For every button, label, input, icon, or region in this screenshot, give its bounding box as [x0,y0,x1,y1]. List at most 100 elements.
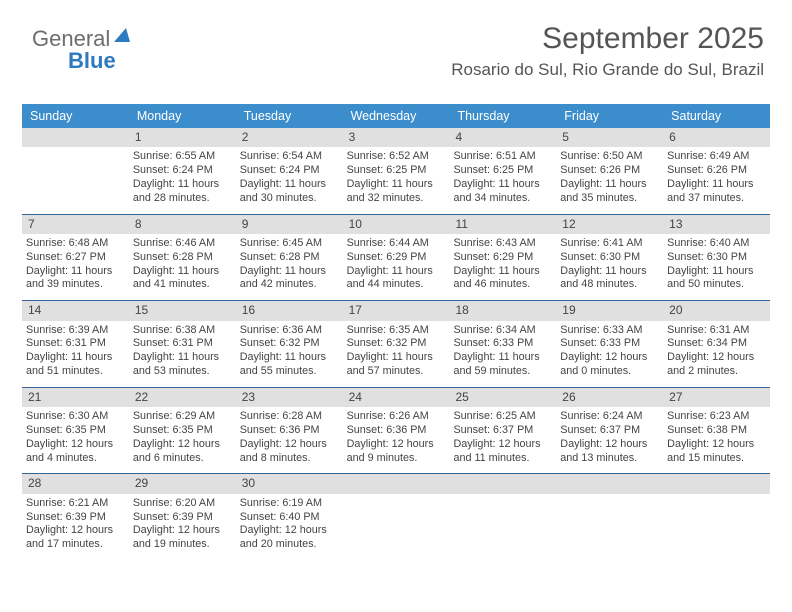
sunrise-line: Sunrise: 6:49 AM [667,150,766,164]
sunset-line: Sunset: 6:24 PM [133,164,232,178]
sunrise-line: Sunrise: 6:31 AM [667,324,766,338]
day-details: Sunrise: 6:54 AMSunset: 6:24 PMDaylight:… [236,147,343,213]
daylight-line: Daylight: 11 hours and 53 minutes. [133,351,232,379]
calendar-cell: 19Sunrise: 6:33 AMSunset: 6:33 PMDayligh… [556,301,663,388]
calendar-cell: 9Sunrise: 6:45 AMSunset: 6:28 PMDaylight… [236,215,343,302]
calendar-cell: 1Sunrise: 6:55 AMSunset: 6:24 PMDaylight… [129,128,236,215]
sunset-line: Sunset: 6:36 PM [347,424,446,438]
calendar-cell: 20Sunrise: 6:31 AMSunset: 6:34 PMDayligh… [663,301,770,388]
day-number: 17 [343,301,450,320]
calendar-cell: 16Sunrise: 6:36 AMSunset: 6:32 PMDayligh… [236,301,343,388]
brand-word-2: Blue [68,48,116,74]
day-details: Sunrise: 6:51 AMSunset: 6:25 PMDaylight:… [449,147,556,213]
daylight-line: Daylight: 12 hours and 9 minutes. [347,438,446,466]
calendar-cell: 24 Sunrise: 6:26 AMSunset: 6:36 PMDayligh… [343,388,450,475]
daylight-line: Daylight: 11 hours and 30 minutes. [240,178,339,206]
day-details: Sunrise: 6:29 AMSunset: 6:35 PMDaylight:… [129,407,236,473]
calendar-cell: 23Sunrise: 6:28 AMSunset: 6:36 PMDayligh… [236,388,343,475]
sunset-line: Sunset: 6:32 PM [347,337,446,351]
day-details: Sunrise: 6:52 AMSunset: 6:25 PMDaylight:… [343,147,450,213]
calendar-body: 1Sunrise: 6:55 AMSunset: 6:24 PMDaylight… [22,128,770,560]
daylight-line: Daylight: 12 hours and 6 minutes. [133,438,232,466]
calendar-cell: 10Sunrise: 6:44 AMSunset: 6:29 PMDayligh… [343,215,450,302]
day-details: Sunrise: 6:31 AMSunset: 6:34 PMDaylight:… [663,321,770,387]
month-title: September 2025 [451,22,764,56]
calendar-cell: 7Sunrise: 6:48 AMSunset: 6:27 PMDaylight… [22,215,129,302]
sunrise-line: Sunrise: 6:48 AM [26,237,125,251]
sunrise-line: Sunrise: 6:26 AM [347,410,446,424]
calendar-cell: 11Sunrise: 6:43 AMSunset: 6:29 PMDayligh… [449,215,556,302]
day-number [449,474,556,493]
daylight-line: Daylight: 12 hours and 11 minutes. [453,438,552,466]
sunrise-line: Sunrise: 6:34 AM [453,324,552,338]
daylight-line: Daylight: 11 hours and 32 minutes. [347,178,446,206]
day-details: Sunrise: 6:25 AMSunset: 6:37 PMDaylight:… [449,407,556,473]
weekday-header-row: Sunday Monday Tuesday Wednesday Thursday… [22,104,770,128]
day-number: 18 [449,301,556,320]
sunset-line: Sunset: 6:25 PM [347,164,446,178]
weekday-header: Wednesday [343,104,450,128]
sunrise-line: Sunrise: 6:51 AM [453,150,552,164]
calendar-cell: 28Sunrise: 6:21 AMSunset: 6:39 PMDayligh… [22,474,129,560]
day-number: 9 [236,215,343,234]
day-details [663,494,770,546]
calendar-cell [343,474,450,560]
day-number: 13 [663,215,770,234]
calendar-cell: 25Sunrise: 6:25 AMSunset: 6:37 PMDayligh… [449,388,556,475]
day-number: 6 [663,128,770,147]
sunset-line: Sunset: 6:35 PM [26,424,125,438]
day-number: 10 [343,215,450,234]
day-number: 1 [129,128,236,147]
calendar-cell: 12Sunrise: 6:41 AMSunset: 6:30 PMDayligh… [556,215,663,302]
calendar-cell: 22Sunrise: 6:29 AMSunset: 6:35 PMDayligh… [129,388,236,475]
weekday-header: Tuesday [236,104,343,128]
day-number: 11 [449,215,556,234]
sunrise-line: Sunrise: 6:44 AM [347,237,446,251]
sunrise-line: Sunrise: 6:43 AM [453,237,552,251]
day-number: 25 [449,388,556,407]
calendar-cell: 27Sunrise: 6:23 AMSunset: 6:38 PMDayligh… [663,388,770,475]
sunset-line: Sunset: 6:36 PM [240,424,339,438]
day-details [343,494,450,546]
day-number: 24 [343,388,450,407]
calendar-week: 21Sunrise: 6:30 AMSunset: 6:35 PMDayligh… [22,388,770,475]
sunset-line: Sunset: 6:29 PM [453,251,552,265]
day-number: 2 [236,128,343,147]
day-number: 19 [556,301,663,320]
day-details: Sunrise: 6:48 AMSunset: 6:27 PMDaylight:… [22,234,129,300]
day-details: Sunrise: 6:19 AMSunset: 6:40 PMDaylight:… [236,494,343,560]
daylight-line: Daylight: 11 hours and 37 minutes. [667,178,766,206]
daylight-line: Daylight: 11 hours and 50 minutes. [667,265,766,293]
calendar-cell [556,474,663,560]
calendar-cell: 14Sunrise: 6:39 AMSunset: 6:31 PMDayligh… [22,301,129,388]
sunset-line: Sunset: 6:32 PM [240,337,339,351]
sunset-line: Sunset: 6:35 PM [133,424,232,438]
sunset-line: Sunset: 6:33 PM [560,337,659,351]
day-number: 26 [556,388,663,407]
page-header: September 2025 Rosario do Sul, Rio Grand… [451,22,764,80]
daylight-line: Daylight: 12 hours and 13 minutes. [560,438,659,466]
sunset-line: Sunset: 6:29 PM [347,251,446,265]
day-details [556,494,663,546]
day-details: Sunrise: 6:50 AMSunset: 6:26 PMDaylight:… [556,147,663,213]
calendar: Sunday Monday Tuesday Wednesday Thursday… [22,104,770,560]
sunrise-line: Sunrise: 6:20 AM [133,497,232,511]
sunrise-line: Sunrise: 6:40 AM [667,237,766,251]
daylight-line: Daylight: 11 hours and 51 minutes. [26,351,125,379]
sunset-line: Sunset: 6:39 PM [133,511,232,525]
daylight-line: Daylight: 12 hours and 15 minutes. [667,438,766,466]
calendar-cell: 2Sunrise: 6:54 AMSunset: 6:24 PMDaylight… [236,128,343,215]
day-number [343,474,450,493]
day-details: Sunrise: 6:35 AMSunset: 6:32 PMDaylight:… [343,321,450,387]
day-details: Sunrise: 6:43 AMSunset: 6:29 PMDaylight:… [449,234,556,300]
day-details: Sunrise: 6:41 AMSunset: 6:30 PMDaylight:… [556,234,663,300]
day-details: Sunrise: 6:39 AMSunset: 6:31 PMDaylight:… [22,321,129,387]
day-number: 3 [343,128,450,147]
day-details: Sunrise: 6:40 AMSunset: 6:30 PMDaylight:… [663,234,770,300]
day-details [22,147,129,199]
daylight-line: Daylight: 11 hours and 57 minutes. [347,351,446,379]
day-number: 14 [22,301,129,320]
sunrise-line: Sunrise: 6:21 AM [26,497,125,511]
day-number: 15 [129,301,236,320]
day-number: 22 [129,388,236,407]
